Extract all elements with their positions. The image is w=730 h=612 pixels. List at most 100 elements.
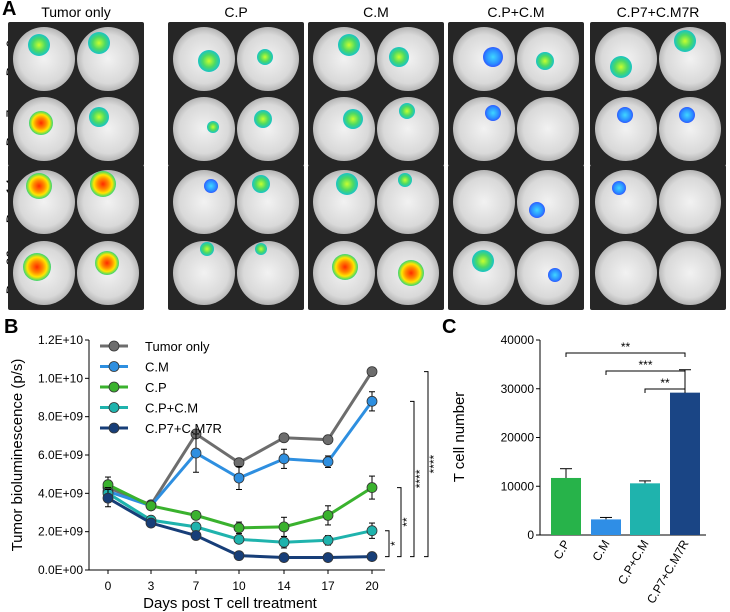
bioluminescence-signal [338, 34, 360, 56]
bioluminescence-signal [483, 47, 503, 67]
y-tick-label: 6.0E+09 [38, 448, 83, 462]
x-tick-label: C.P [550, 538, 572, 562]
well [659, 170, 721, 234]
bioluminescence-signal [200, 242, 214, 256]
well [517, 27, 579, 91]
well [173, 27, 235, 91]
column-header: C.P+C.M [487, 4, 545, 20]
data-point [102, 482, 114, 493]
bioluminescence-signal [257, 49, 273, 65]
data-point [278, 552, 290, 563]
data-point [145, 500, 157, 512]
significance-bracket [605, 370, 686, 375]
imaging-plate [8, 92, 144, 166]
panel-b-letter: B [4, 316, 18, 338]
well [13, 241, 75, 305]
well [453, 241, 515, 305]
well [313, 97, 375, 161]
well [173, 170, 235, 234]
data-point [278, 521, 290, 533]
well [77, 27, 139, 91]
well [313, 170, 375, 234]
well [377, 27, 439, 91]
bioluminescence-signal [674, 30, 696, 52]
legend-label: C.P7+C.M7R [145, 421, 222, 436]
x-tick-label: 10 [232, 579, 246, 593]
well [237, 97, 299, 161]
significance-bracket [385, 530, 390, 558]
data-point [190, 428, 202, 440]
well [237, 170, 299, 234]
bioluminescence-signal [548, 268, 562, 282]
data-point [233, 472, 245, 484]
bioluminescence-signal [207, 121, 219, 133]
significance-label: * [388, 541, 402, 546]
y-tick-label: 30000 [501, 382, 535, 396]
data-point [322, 509, 334, 521]
bioluminescence-signal [529, 202, 545, 218]
imaging-plate [590, 236, 726, 310]
bioluminescence-signal [252, 175, 270, 193]
imaging-plate [168, 22, 304, 96]
well [313, 27, 375, 91]
x-tick-label: C.P+C.M [615, 538, 652, 587]
imaging-plate [448, 22, 584, 96]
significance-label: ** [400, 517, 414, 527]
bioluminescence-signal [255, 243, 267, 255]
imaging-plate [8, 165, 144, 239]
column-header: C.P7+C.M7R [616, 4, 700, 20]
data-point [145, 500, 157, 512]
data-point [278, 432, 290, 444]
bioluminescence-signal [332, 254, 358, 280]
legend-marker [108, 361, 120, 372]
imaging-plate [448, 236, 584, 310]
bioluminescence-signal [610, 56, 632, 78]
well [237, 241, 299, 305]
imaging-plate [8, 22, 144, 96]
data-point [366, 366, 378, 378]
data-point [233, 550, 245, 562]
imaging-plate [308, 92, 444, 166]
well [77, 97, 139, 161]
well [595, 27, 657, 91]
data-point [102, 486, 114, 497]
bar [551, 477, 581, 535]
bar [630, 483, 660, 535]
y-tick-label: 0 [527, 528, 534, 542]
well [377, 241, 439, 305]
well [517, 97, 579, 161]
bar [591, 519, 621, 535]
bioluminescence-signal [536, 52, 554, 70]
data-point [145, 514, 157, 526]
bioluminescence-signal [90, 171, 116, 197]
x-tick-label: 0 [105, 579, 112, 593]
bioluminescence-signal [398, 260, 424, 286]
y-tick-label: 20000 [501, 431, 535, 445]
well [77, 241, 139, 305]
imaging-plate [308, 165, 444, 239]
bioluminescence-signal [398, 173, 412, 187]
bioluminescence-signal [343, 109, 363, 129]
x-tick-label: C.P7+C.M7R [644, 537, 692, 606]
imaging-plate [308, 22, 444, 96]
x-axis-title: Days post T cell treatment [143, 595, 318, 612]
well [13, 97, 75, 161]
data-point [190, 447, 202, 459]
imaging-plate [308, 236, 444, 310]
significance-bracket [424, 371, 429, 558]
data-point [102, 479, 114, 491]
well [173, 241, 235, 305]
data-point [233, 522, 245, 534]
legend-marker [108, 422, 120, 434]
bioluminescence-signal [89, 107, 109, 127]
legend-label: C.P [145, 380, 167, 395]
x-tick-label: 14 [277, 579, 291, 593]
well [659, 241, 721, 305]
data-point [145, 517, 157, 529]
bioluminescence-signal [612, 181, 626, 195]
imaging-plate [590, 165, 726, 239]
legend-marker [108, 340, 120, 352]
bioluminescence-signal [204, 179, 218, 193]
series-line [107, 370, 374, 507]
data-point [366, 525, 378, 537]
